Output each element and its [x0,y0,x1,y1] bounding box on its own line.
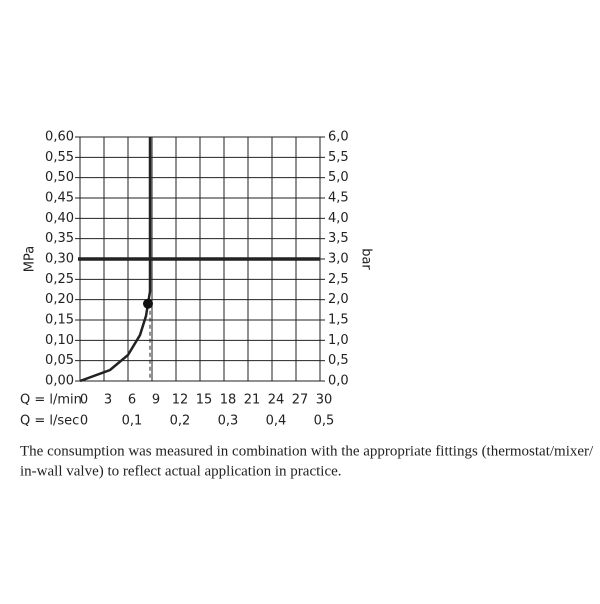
y2-tick-label: 6,0 [328,130,349,145]
y2-tick-label: 0,5 [328,353,349,368]
x-tick-label: 0 [80,393,88,408]
y-tick-label: 0,05 [45,353,74,368]
y2-tick-label: 5,0 [328,170,349,185]
x2-tick-label: 0,4 [266,414,287,429]
x2-tick-label: 0,1 [122,414,143,429]
x2-axis-label: Q = l/sec [20,414,79,429]
y2-tick-label: 4,5 [328,191,349,206]
y-tick-label: 0,30 [45,252,74,267]
caption-line: in-wall valve) to reflect actual applica… [20,463,342,479]
x-tick-label: 21 [244,393,261,408]
y-tick-label: 0,20 [45,292,74,307]
y2-axis-label: bar [359,248,374,270]
y-tick-label: 0,40 [45,211,74,226]
x-tick-label: 12 [172,393,189,408]
y2-tick-label: 0,0 [328,374,349,389]
caption-line: The consumption was measured in combinat… [20,443,594,459]
x2-tick-label: 0,3 [218,414,239,429]
marker-point [143,298,153,309]
x2-tick-label: 0,5 [314,414,335,429]
y-tick-label: 0,25 [45,272,74,287]
y2-tick-label: 1,5 [328,313,349,328]
x-tick-label: 15 [196,393,213,408]
y-tick-label: 0,50 [45,170,74,185]
y-tick-label: 0,00 [45,374,74,389]
y-axis-label: MPa [23,246,38,272]
x-axis-label: Q = l/min [20,393,82,408]
y2-tick-label: 3,0 [328,252,349,267]
x-tick-label: 6 [128,393,136,408]
y2-tick-label: 2,5 [328,272,349,287]
y2-tick-label: 3,5 [328,231,349,246]
y-tick-label: 0,35 [45,231,74,246]
x-tick-label: 9 [152,393,160,408]
y-tick-label: 0,15 [45,313,74,328]
x-tick-label: 27 [292,393,309,408]
y-tick-label: 0,60 [45,130,74,145]
y2-tick-label: 4,0 [328,211,349,226]
curve [79,137,152,383]
y-tick-label: 0,45 [45,191,74,206]
x-tick-label: 24 [268,393,285,408]
y2-tick-label: 2,0 [328,292,349,307]
x-tick-label: 30 [316,393,333,408]
x2-tick-label: 0 [80,414,88,429]
y2-tick-label: 1,0 [328,333,349,348]
x-tick-label: 3 [104,393,112,408]
y-tick-label: 0,55 [45,150,74,165]
x2-tick-label: 0,2 [170,414,191,429]
y-tick-label: 0,10 [45,333,74,348]
y2-tick-label: 5,5 [328,150,349,165]
x-tick-label: 18 [220,393,237,408]
